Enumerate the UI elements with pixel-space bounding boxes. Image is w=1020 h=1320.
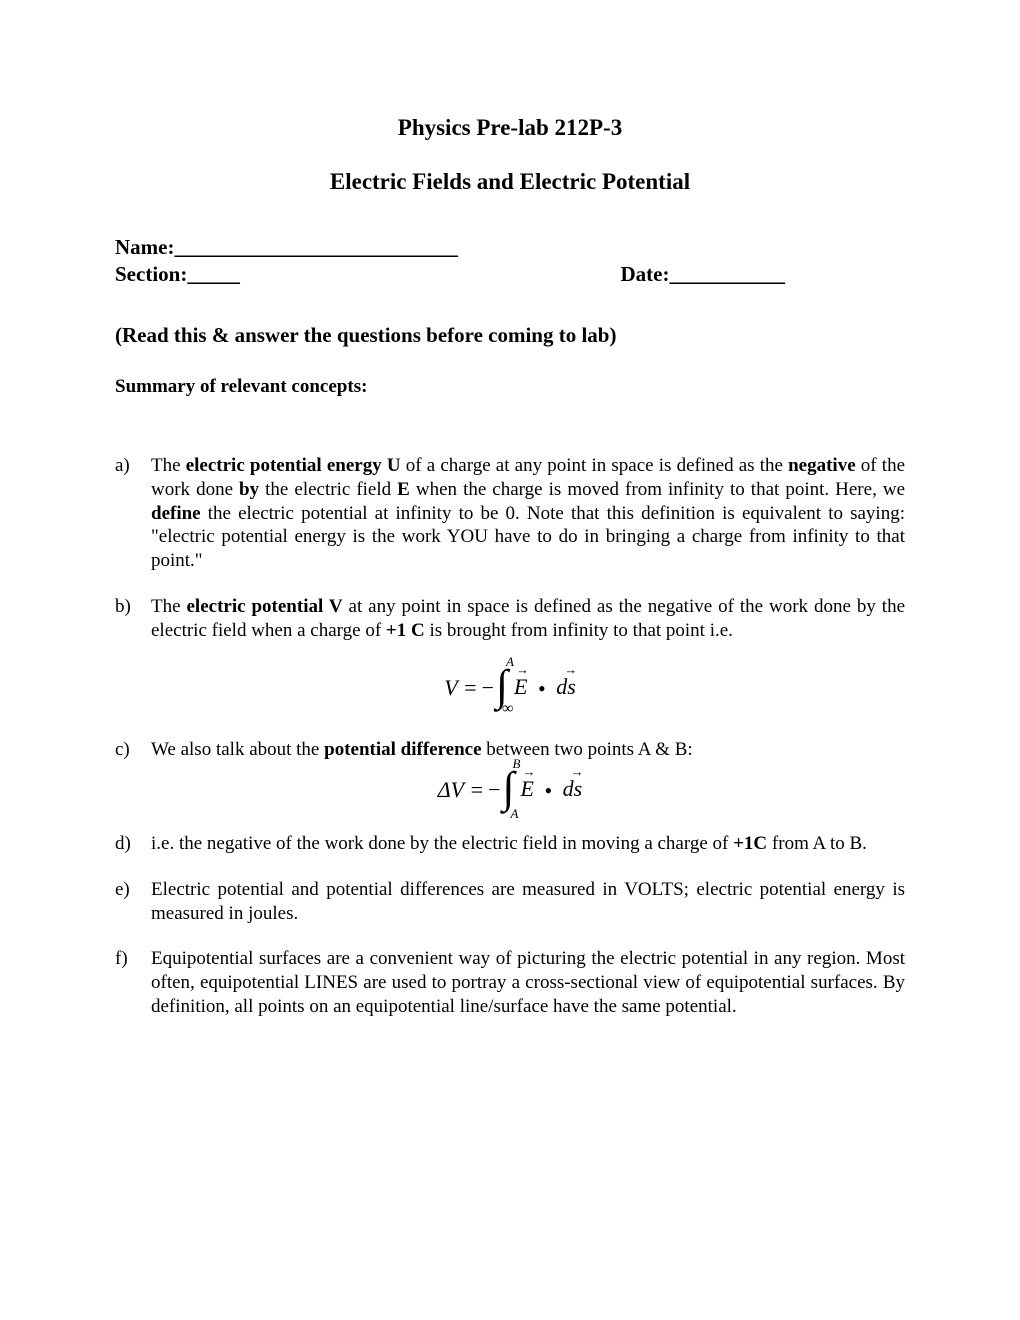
- item-e: e) Electric potential and potential diff…: [115, 878, 905, 926]
- eq2-lhs: ΔV =: [438, 777, 488, 803]
- item-b-label: b): [115, 595, 151, 643]
- dot-icon: •: [539, 778, 557, 804]
- dot-icon: •: [533, 676, 551, 702]
- item-a-body: The electric potential energy U of a cha…: [151, 454, 905, 573]
- bold: potential difference: [324, 739, 481, 760]
- eq1-lim-top: A: [506, 654, 514, 670]
- eq1-lim-bot: ∞: [502, 700, 513, 718]
- eq1-lhs: V =: [444, 675, 481, 701]
- integral-icon: ∫ B A: [501, 766, 521, 814]
- item-d-label: d): [115, 832, 151, 856]
- item-b-body: The electric potential V at any point in…: [151, 595, 905, 643]
- eq1-minus: −: [482, 675, 494, 701]
- item-a: a) The electric potential energy U of a …: [115, 454, 905, 573]
- integral-icon: ∫ A ∞: [494, 664, 514, 712]
- bold: +1C: [733, 833, 767, 854]
- text: of a charge at any point in space is def…: [401, 455, 788, 476]
- vector-E: →E: [521, 776, 534, 802]
- text: The: [151, 596, 186, 617]
- eq2-lim-bot: A: [511, 806, 519, 822]
- section-date-row: Section:_____ Date:___________: [115, 262, 905, 287]
- item-f-label: f): [115, 947, 151, 1018]
- item-e-body: Electric potential and potential differe…: [151, 878, 905, 926]
- summary-heading: Summary of relevant concepts:: [115, 376, 905, 398]
- text: We also talk about the: [151, 739, 324, 760]
- item-a-label: a): [115, 454, 151, 573]
- item-b: b) The electric potential V at any point…: [115, 595, 905, 643]
- vector-E: →E: [514, 674, 527, 700]
- name-label: Name:___________________________: [115, 235, 458, 260]
- text: the electric potential at infinity to be…: [151, 503, 905, 572]
- bold: electric potential V: [186, 596, 342, 617]
- bold: +1 C: [386, 620, 425, 641]
- item-c-label: c): [115, 738, 151, 762]
- equation-2: ΔV = − ∫ B A →E • →ds: [115, 766, 905, 814]
- text: i.e. the negative of the work done by th…: [151, 833, 733, 854]
- date-label: Date:___________: [621, 262, 905, 287]
- item-d: d) i.e. the negative of the work done by…: [115, 832, 905, 856]
- item-e-label: e): [115, 878, 151, 926]
- page: Physics Pre-lab 212P-3 Electric Fields a…: [0, 0, 1020, 1320]
- eq2-minus: −: [488, 777, 500, 803]
- equation-1: V = − ∫ A ∞ →E • →ds: [115, 664, 905, 712]
- text: the electric field: [259, 479, 397, 500]
- bold: negative: [788, 455, 856, 476]
- section-label: Section:_____: [115, 262, 240, 287]
- doc-title-1: Physics Pre-lab 212P-3: [115, 115, 905, 141]
- bold: electric potential energy U: [186, 455, 401, 476]
- vector-ds: →ds: [563, 776, 583, 802]
- bold: by: [239, 479, 259, 500]
- bold: define: [151, 503, 201, 524]
- text: when the charge is moved from infinity t…: [410, 479, 905, 500]
- eq2-lim-top: B: [513, 756, 521, 772]
- item-d-body: i.e. the negative of the work done by th…: [151, 832, 905, 856]
- item-c-body: We also talk about the potential differe…: [151, 738, 905, 762]
- text: is brought from infinity to that point i…: [425, 620, 733, 641]
- doc-title-2: Electric Fields and Electric Potential: [115, 169, 905, 195]
- item-f-body: Equipotential surfaces are a convenient …: [151, 947, 905, 1018]
- instruction-line: (Read this & answer the questions before…: [115, 323, 905, 348]
- item-f: f) Equipotential surfaces are a convenie…: [115, 947, 905, 1018]
- vector-ds: →ds: [556, 674, 576, 700]
- text: from A to B.: [767, 833, 867, 854]
- name-row: Name:___________________________: [115, 235, 905, 260]
- text: The: [151, 455, 186, 476]
- bold: E: [397, 479, 410, 500]
- item-c: c) We also talk about the potential diff…: [115, 738, 905, 762]
